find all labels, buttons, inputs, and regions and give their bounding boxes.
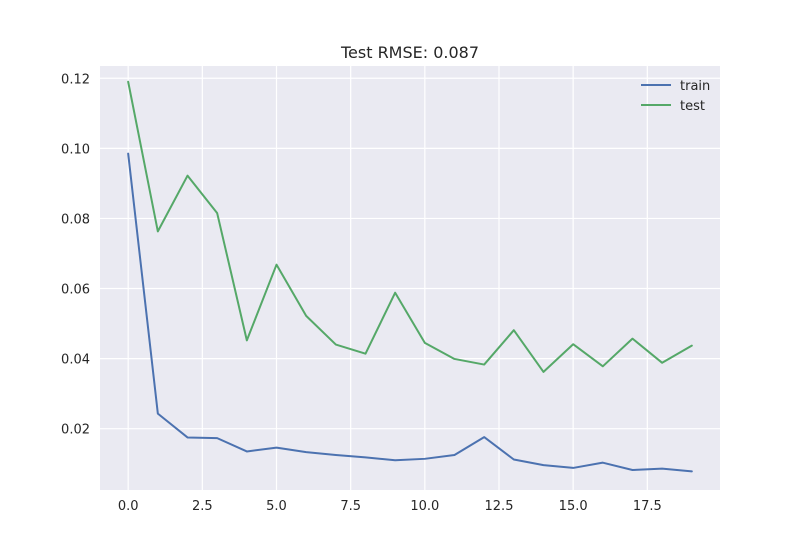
legend-label-test: test	[680, 99, 705, 114]
y-tick-label: 0.10	[61, 142, 90, 157]
x-tick-label: 2.5	[192, 499, 213, 514]
x-axis: 0.0 2.5 5.0 7.5 10.0 12.5 15.0 17.5	[118, 499, 662, 514]
x-tick-label: 5.0	[266, 499, 287, 514]
y-tick-label: 0.04	[61, 353, 90, 368]
grid	[100, 66, 720, 490]
y-tick-label: 0.12	[61, 72, 90, 87]
series-layer	[127, 80, 693, 473]
y-tick-label: 0.08	[61, 212, 90, 227]
x-tick-label: 7.5	[340, 499, 361, 514]
y-tick-label: 0.06	[61, 283, 90, 298]
series-line-train	[127, 152, 693, 473]
y-tick-label: 0.02	[61, 423, 90, 438]
y-axis: 0.02 0.04 0.06 0.08 0.10 0.12	[61, 72, 90, 437]
x-tick-label: 17.5	[633, 499, 662, 514]
series-line-test	[127, 80, 693, 373]
chart-title: Test RMSE: 0.087	[340, 43, 479, 62]
x-tick-label: 12.5	[485, 499, 514, 514]
legend-label-train: train	[680, 79, 710, 94]
x-tick-label: 10.0	[410, 499, 439, 514]
x-tick-label: 15.0	[559, 499, 588, 514]
plot-area	[100, 66, 720, 490]
x-tick-label: 0.0	[118, 499, 139, 514]
legend: train test	[641, 79, 710, 114]
